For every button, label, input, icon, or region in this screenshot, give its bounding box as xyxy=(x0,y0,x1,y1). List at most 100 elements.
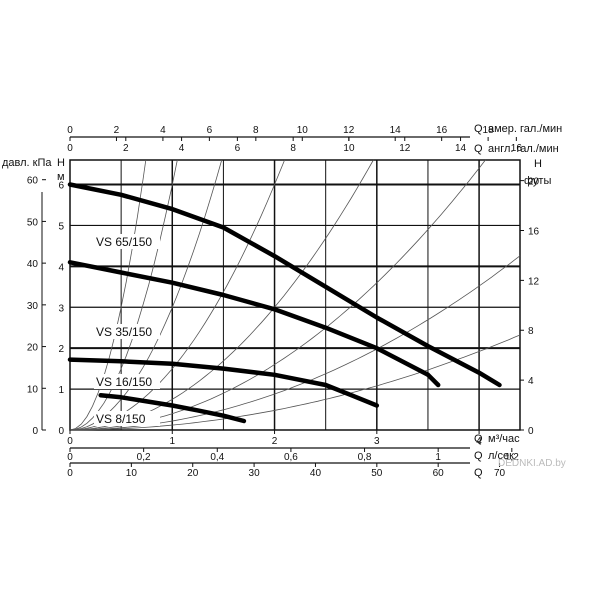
tick-label: 20 xyxy=(528,177,540,188)
tick-label: 30 xyxy=(27,301,39,312)
tick-label: 4 xyxy=(58,262,64,273)
system-curve xyxy=(69,159,178,431)
uk-gpm-axis-prefix: Q xyxy=(474,143,483,155)
tick-label: 0,2 xyxy=(137,452,151,463)
tick-label: 0 xyxy=(67,125,73,136)
tick-label: 0 xyxy=(67,468,73,479)
plot-frame xyxy=(69,159,521,431)
us-gpm-axis-label: амер. гал./мин xyxy=(488,123,562,135)
pressure-axis-label: давл. кПа xyxy=(2,157,52,169)
flow-m3h-axis-prefix: Q xyxy=(474,433,483,445)
tick-label: 14 xyxy=(455,143,467,154)
tick-label: 4 xyxy=(160,125,166,136)
tick-label: 14 xyxy=(390,125,402,136)
pump-curve-line xyxy=(98,392,247,424)
tick-label: 6 xyxy=(58,181,64,192)
tick-label: 4 xyxy=(528,376,534,387)
l-per-s-axis-label: л/сек xyxy=(488,450,514,462)
tick-label: 2 xyxy=(123,143,129,154)
tick-label: 1 xyxy=(435,452,441,463)
watermark: DEDNKI.AD.by xyxy=(498,458,566,469)
tick-label: 10 xyxy=(126,468,138,479)
series-label-background xyxy=(94,374,160,389)
tick-label: 12 xyxy=(399,143,411,154)
series-label: VS 65/150 xyxy=(96,235,152,249)
tick-label: 0 xyxy=(528,426,534,437)
tick-label: 18 xyxy=(483,125,495,136)
tick-label: 16 xyxy=(528,226,540,237)
l-per-s-ticks: 0 0,2 0,4 0,6 0,8 1 1,2 xyxy=(67,448,519,463)
head-ft-ticks: 0 4 8 12 16 20 xyxy=(520,177,540,437)
tick-label: 3 xyxy=(374,436,380,447)
tick-label: 10 xyxy=(297,125,309,136)
series-label: VS 8/150 xyxy=(96,412,146,426)
tick-label: 0,6 xyxy=(284,452,298,463)
tick-label: 2 xyxy=(58,344,64,355)
tick-label: 4 xyxy=(476,436,482,447)
l-per-min-axis-prefix: Q xyxy=(474,467,483,479)
tick-label: 70 xyxy=(494,468,506,479)
series-label-background xyxy=(94,324,160,339)
series-label: VS 16/150 xyxy=(96,375,152,389)
pressure-kpa-ticks: 0 10 20 30 40 50 60 xyxy=(27,176,46,437)
pump-curve-line xyxy=(67,260,441,388)
pump-curve-line xyxy=(67,357,380,408)
tick-label: 0,8 xyxy=(358,452,372,463)
us-gpm-ticks: 0 2 4 6 8 10 12 14 16 18 xyxy=(67,125,494,141)
top-axes: 0 2 4 6 8 10 12 14 16 18 Q амер. гал./мин 0 2 4 6 8 10… xyxy=(67,123,562,155)
series-label-background xyxy=(94,411,160,426)
tick-label: 50 xyxy=(371,468,383,479)
head-ft-axis-label: футы xyxy=(524,175,551,187)
series-label-background xyxy=(94,234,160,249)
flow-m3h-axis-label: м³/час xyxy=(488,433,520,445)
tick-label: 0,4 xyxy=(210,452,224,463)
uk-gpm-axis-label: англ. гал./мин xyxy=(488,143,559,155)
tick-label: 0 xyxy=(67,436,73,447)
plot-border xyxy=(69,159,521,431)
tick-label: 5 xyxy=(58,221,64,232)
tick-label: 0 xyxy=(32,426,38,437)
tick-label: 8 xyxy=(253,125,259,136)
tick-label: 6 xyxy=(207,125,213,136)
pump-curve-line xyxy=(67,182,502,388)
tick-label: 2 xyxy=(114,125,120,136)
tick-label: 1 xyxy=(58,385,64,396)
tick-label: 30 xyxy=(249,468,261,479)
tick-label: 12 xyxy=(528,276,540,287)
head-m-ticks: 0 1 2 3 4 5 6 xyxy=(58,181,64,437)
right-axes: H футы 0 4 8 12 16 20 xyxy=(520,158,551,437)
head-m-axis-label: м xyxy=(57,171,65,183)
tick-label: 0 xyxy=(67,452,73,463)
tick-label: 60 xyxy=(433,468,445,479)
tick-label: 1 xyxy=(169,436,175,447)
system-curve xyxy=(70,334,521,431)
head-ft-axis-prefix: H xyxy=(534,158,542,170)
head-m-axis-prefix: H xyxy=(57,157,65,169)
tick-label: 16 xyxy=(436,125,448,136)
us-gpm-axis-prefix: Q xyxy=(474,123,483,135)
tick-label: 20 xyxy=(27,343,39,354)
l-per-s-axis-prefix: Q xyxy=(474,450,483,462)
tick-label: 3 xyxy=(58,303,64,314)
l-per-min-ticks: 0 10 20 30 40 50 60 70 xyxy=(67,463,506,479)
tick-label: 2 xyxy=(272,436,278,447)
bottom-axes: 0 1 2 3 4 Q м³/час 0 0,2 0,4 0,6 0,8 1 1,2 Q л/сек… xyxy=(67,430,520,479)
tick-label: 4 xyxy=(179,143,185,154)
tick-label: 12 xyxy=(343,125,355,136)
uk-gpm-ticks: 0 2 4 6 8 10 12 14 16 xyxy=(67,137,522,154)
system-curve xyxy=(69,159,147,431)
tick-label: 20 xyxy=(187,468,199,479)
series-label: VS 35/150 xyxy=(96,325,152,339)
tick-label: 16 xyxy=(511,143,523,154)
tick-label: 1,2 xyxy=(505,452,519,463)
tick-label: 50 xyxy=(27,217,39,228)
tick-label: 10 xyxy=(343,143,355,154)
tick-label: 8 xyxy=(290,143,296,154)
tick-label: 6 xyxy=(235,143,241,154)
left-axes: давл. кПа 0 10 20 30 40 50 60 H м 0 1 2 3 4 5 6 xyxy=(2,157,65,437)
tick-label: 0 xyxy=(67,143,73,154)
tick-label: 0 xyxy=(58,426,64,437)
tick-label: 40 xyxy=(310,468,322,479)
pump-curves: VS 65/150 VS 35/150 VS 16/150 VS 8/150 xyxy=(67,182,502,426)
